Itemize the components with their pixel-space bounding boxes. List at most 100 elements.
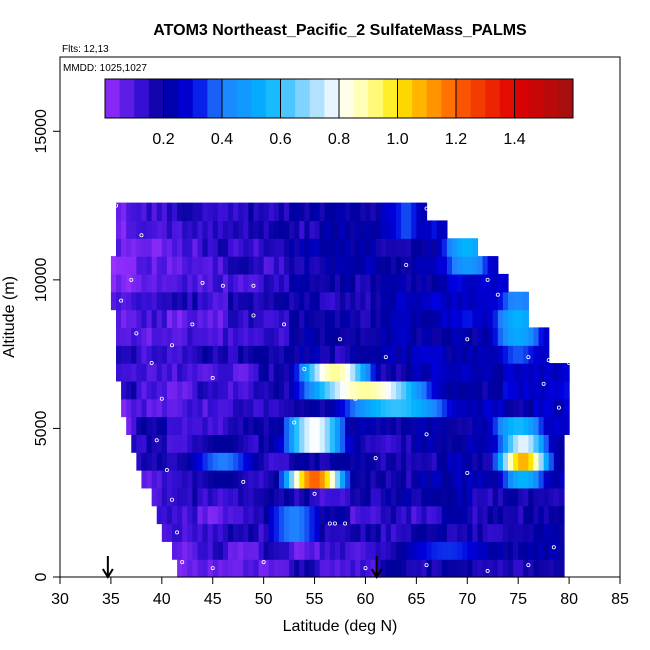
heatmap-cell	[533, 345, 540, 364]
heatmap-cell	[457, 559, 463, 578]
heatmap-cell	[121, 380, 127, 400]
heatmap-cell	[406, 220, 412, 239]
heatmap-cell	[350, 363, 356, 382]
heatmap-cell	[350, 380, 356, 400]
heatmap-cell	[172, 291, 178, 311]
heatmap-cell	[263, 470, 270, 489]
heatmap-cell	[564, 416, 570, 435]
heatmap-cell	[345, 291, 351, 311]
heatmap-cell	[533, 541, 540, 560]
heatmap-cell	[355, 452, 361, 471]
heatmap-cell	[370, 291, 377, 311]
heatmap-cell	[202, 416, 209, 435]
heatmap-cell	[350, 452, 356, 471]
heatmap-cell	[472, 398, 479, 418]
heatmap-cell	[131, 202, 137, 222]
heatmap-cell	[151, 327, 158, 346]
y-tick-label: 15000	[33, 109, 50, 154]
flight-track-point	[465, 470, 470, 475]
flight-track-point	[220, 283, 225, 288]
heatmap-cell	[263, 327, 270, 346]
colorbar-segment	[251, 79, 267, 118]
heatmap-cell	[329, 541, 336, 560]
heatmap-cell	[192, 487, 199, 507]
heatmap-cell	[528, 380, 535, 400]
flight-track-point	[134, 331, 139, 336]
heatmap-cell	[258, 434, 265, 453]
heatmap-cell	[334, 309, 341, 328]
heatmap-cell	[396, 291, 402, 311]
heatmap-cell	[462, 505, 468, 525]
heatmap-cell	[324, 541, 331, 560]
heatmap-cell	[431, 559, 438, 578]
heatmap-cell	[436, 363, 443, 382]
heatmap-cell	[396, 238, 402, 257]
heatmap-cell	[329, 220, 336, 239]
heatmap-cell	[141, 398, 148, 418]
heatmap-cell	[401, 523, 407, 542]
heatmap-cell	[151, 238, 158, 257]
heatmap-cell	[141, 273, 148, 293]
heatmap-cell	[548, 452, 555, 471]
heatmap-cell	[436, 327, 443, 346]
heatmap-cell	[212, 256, 219, 275]
heatmap-cell	[477, 487, 484, 507]
heatmap-cell	[365, 291, 372, 311]
heatmap-cell	[396, 434, 402, 453]
colorbar-segment	[324, 79, 340, 118]
heatmap-cell	[284, 327, 290, 346]
heatmap-cell	[299, 541, 305, 560]
heatmap-cell	[309, 487, 316, 507]
heatmap-cell	[518, 327, 524, 346]
heatmap-cell	[431, 380, 438, 400]
heatmap-cell	[309, 541, 316, 560]
heatmap-cell	[401, 202, 407, 222]
heatmap-cell	[558, 523, 565, 542]
heatmap-cell	[543, 434, 550, 453]
heatmap-cell	[401, 559, 407, 578]
heatmap-cell	[299, 238, 305, 257]
heatmap-cell	[452, 487, 458, 507]
heatmap-cell	[360, 416, 367, 435]
heatmap-cell	[273, 220, 280, 239]
heatmap-cell	[390, 220, 397, 239]
heatmap-cell	[131, 416, 137, 435]
heatmap-cell	[401, 327, 407, 346]
heatmap-cell	[268, 541, 275, 560]
heatmap-cell	[222, 559, 229, 578]
heatmap-cell	[462, 416, 468, 435]
heatmap-cell	[396, 363, 402, 382]
heatmap-cell	[406, 327, 412, 346]
heatmap-cell	[182, 541, 188, 560]
heatmap-cell	[304, 345, 311, 364]
heatmap-cell	[197, 434, 204, 453]
heatmap-cell	[116, 291, 122, 311]
heatmap-cell	[192, 345, 199, 364]
heatmap-cell	[446, 452, 453, 471]
heatmap-cell	[248, 416, 255, 435]
heatmap-cell	[345, 487, 351, 507]
heatmap-cell	[136, 238, 143, 257]
heatmap-cell	[406, 416, 412, 435]
heatmap-cell	[375, 238, 382, 257]
heatmap-cell	[365, 505, 372, 525]
heatmap-cell	[243, 559, 249, 578]
heatmap-cell	[166, 291, 173, 311]
heatmap-cell	[553, 452, 560, 471]
heatmap-cell	[548, 416, 555, 435]
heatmap-cell	[390, 559, 397, 578]
heatmap-cell	[166, 202, 173, 222]
heatmap-cell	[131, 291, 137, 311]
heatmap-cell	[151, 452, 158, 471]
heatmap-cell	[319, 202, 326, 222]
heatmap-cell	[502, 434, 509, 453]
heatmap-cell	[273, 416, 280, 435]
heatmap-cell	[289, 220, 295, 239]
heatmap-cell	[334, 398, 341, 418]
heatmap-cell	[228, 363, 234, 382]
flight-track-point	[383, 355, 388, 360]
heatmap-cell	[370, 398, 377, 418]
heatmap-cell	[385, 345, 392, 364]
heatmap-cell	[161, 327, 168, 346]
heatmap-cell	[294, 559, 300, 578]
